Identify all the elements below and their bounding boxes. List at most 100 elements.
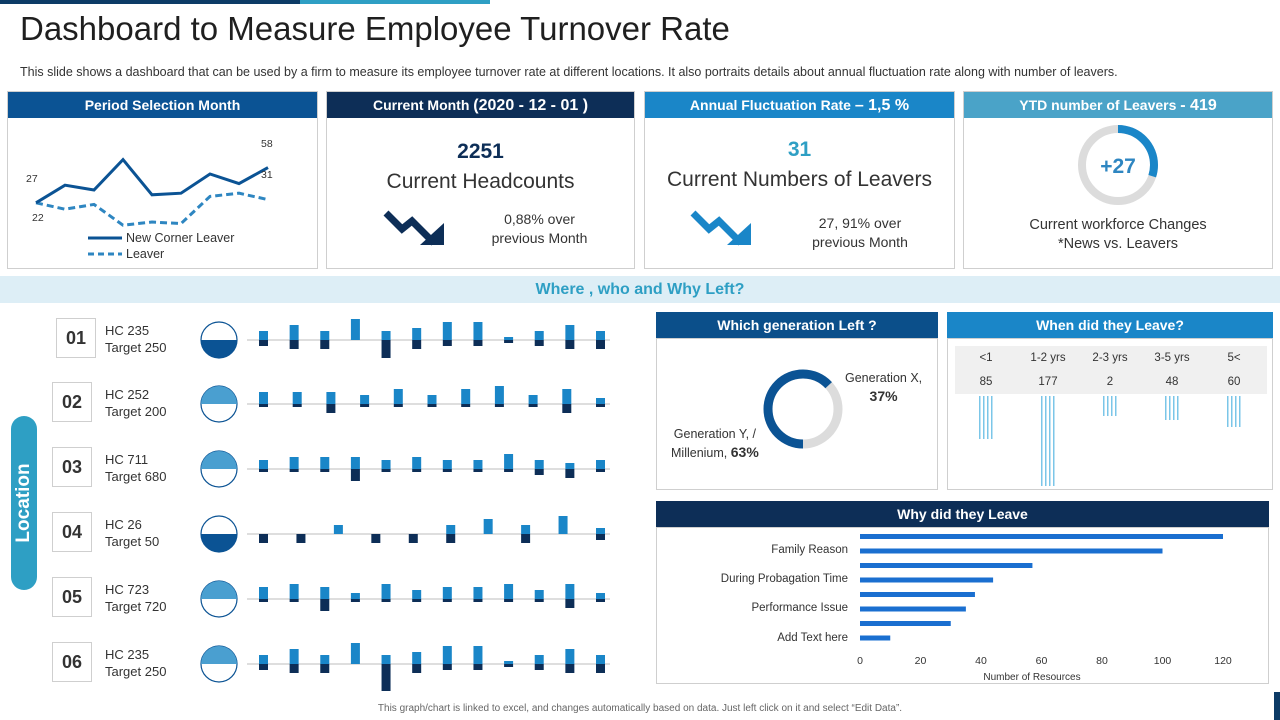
location-bar-up <box>534 331 544 340</box>
ytd-ring-value: +27 <box>1100 155 1136 178</box>
leavers-value: 31 <box>787 138 812 161</box>
location-bar-up <box>259 460 268 469</box>
period-selection-card: Period Selection Month 27 22 58 31 New C… <box>7 91 318 269</box>
location-fill-gauge-half <box>201 386 237 404</box>
legend-solid-label: New Corner Leaver <box>126 231 234 245</box>
why-bar <box>860 635 891 641</box>
location-bar-down <box>289 469 299 472</box>
location-id-box: 01 <box>56 318 96 358</box>
why-card: 0 20 40 60 80 100 120 Number of Resources Fami… <box>656 527 1269 684</box>
location-bar-up <box>326 392 336 404</box>
location-bar-up <box>442 646 452 664</box>
headcount-caption: Current Headcounts <box>386 170 575 193</box>
location-bar-up <box>427 395 437 404</box>
location-bar-up <box>596 528 605 534</box>
leavers-delta-line1: 27, 91% over <box>818 215 902 231</box>
location-bar-up <box>289 325 299 340</box>
location-bar-down <box>565 340 575 349</box>
current-month-header: Current Month (2020 - 12 - 01 ) <box>327 92 634 118</box>
location-bar-down <box>596 404 605 407</box>
location-bar-up <box>381 460 391 469</box>
location-bar-down <box>494 404 504 407</box>
why-bar <box>860 534 1223 539</box>
location-bar-down <box>596 664 605 673</box>
when-column-label: 2-3 yrs <box>1092 352 1128 364</box>
location-bar-up <box>504 584 514 599</box>
location-bar-down <box>412 340 422 349</box>
location-bar-up <box>320 655 330 664</box>
top-accent-bar <box>0 0 300 4</box>
location-bar-up <box>504 661 514 664</box>
location-mini-chart <box>200 450 610 488</box>
location-bar-up <box>558 516 568 534</box>
headcount-delta: 0,88% over previous Month <box>477 210 602 248</box>
location-hc: HC 723 <box>105 582 150 597</box>
location-bar-up <box>360 395 370 404</box>
location-bar-up <box>289 457 299 469</box>
location-bar-up <box>596 655 605 664</box>
why-category-label: Add Text here <box>777 632 848 644</box>
location-bar-up <box>562 389 572 404</box>
location-bar-up <box>442 587 452 599</box>
headcount-value: 2251 <box>457 140 504 163</box>
location-hc-target: HC 235 Target 250 <box>105 322 166 356</box>
location-mini-chart <box>200 515 610 553</box>
when-column-label: <1 <box>979 352 993 364</box>
period-solid-line <box>35 157 269 205</box>
location-hc-target: HC 26 Target 50 <box>105 516 159 550</box>
location-id-box: 02 <box>52 382 92 422</box>
why-bar <box>860 577 994 583</box>
location-bar-down <box>504 340 514 343</box>
location-bar-down <box>473 599 483 602</box>
why-xlabel: Number of Resources <box>983 672 1080 683</box>
location-bar-up <box>521 525 531 534</box>
location-bar-up <box>412 590 422 599</box>
location-bar-up <box>412 652 422 664</box>
generation-header: Which generation Left ? <box>656 312 938 338</box>
ytd-leavers-card: YTD number of Leavers - 419 +27 Current … <box>963 91 1273 269</box>
location-label-pill: Location <box>11 416 37 590</box>
location-bar-down <box>534 469 544 475</box>
location-bar-down <box>427 404 437 407</box>
location-bar-up <box>528 395 538 404</box>
location-hc: HC 26 <box>105 517 142 532</box>
location-bar-down <box>504 599 514 602</box>
location-bar-down <box>521 534 531 543</box>
location-id-box: 05 <box>52 577 92 617</box>
location-bar-up <box>259 587 268 599</box>
location-hc-target: HC 711 Target 680 <box>105 451 166 485</box>
location-bar-down <box>381 599 391 602</box>
ytd-head-value: - 419 <box>1180 97 1217 114</box>
location-bar-down <box>381 664 391 691</box>
location-target: Target 250 <box>105 664 167 679</box>
when-column-value: 85 <box>979 376 993 388</box>
location-bar-down <box>442 469 452 472</box>
why-x-tick: 120 <box>1214 655 1232 667</box>
location-bar-up <box>381 584 391 599</box>
location-bar-up <box>350 457 360 469</box>
location-bar-down <box>381 469 391 472</box>
location-bar-down <box>393 404 403 407</box>
location-bar-up <box>412 457 422 469</box>
fluctuation-head-value: – 1,5 % <box>854 97 910 114</box>
location-bar-up <box>320 457 330 469</box>
location-bar-up <box>534 460 544 469</box>
when-column-bar <box>1103 396 1117 416</box>
location-bar-down <box>473 340 483 346</box>
location-bar-up <box>320 331 330 340</box>
why-bar <box>860 606 966 612</box>
location-bar-up <box>504 337 514 340</box>
location-bar-up <box>494 386 504 404</box>
why-x-tick: 60 <box>1036 655 1048 667</box>
location-bar-up <box>442 322 452 340</box>
location-target: Target 200 <box>105 404 167 419</box>
page-title: Dashboard to Measure Employee Turnover R… <box>20 10 730 47</box>
location-bar-down <box>292 404 302 407</box>
location-hc-target: HC 252 Target 200 <box>105 386 166 420</box>
why-bar-chart: 0 20 40 60 80 100 120 Number of Resources <box>857 534 1232 683</box>
gen-y-label: Generation Y, / Millenium, 63% <box>671 425 759 462</box>
why-x-tick: 20 <box>915 655 927 667</box>
why-bar <box>860 563 1033 568</box>
location-bar-down <box>259 469 268 472</box>
location-bar-down <box>259 404 268 407</box>
